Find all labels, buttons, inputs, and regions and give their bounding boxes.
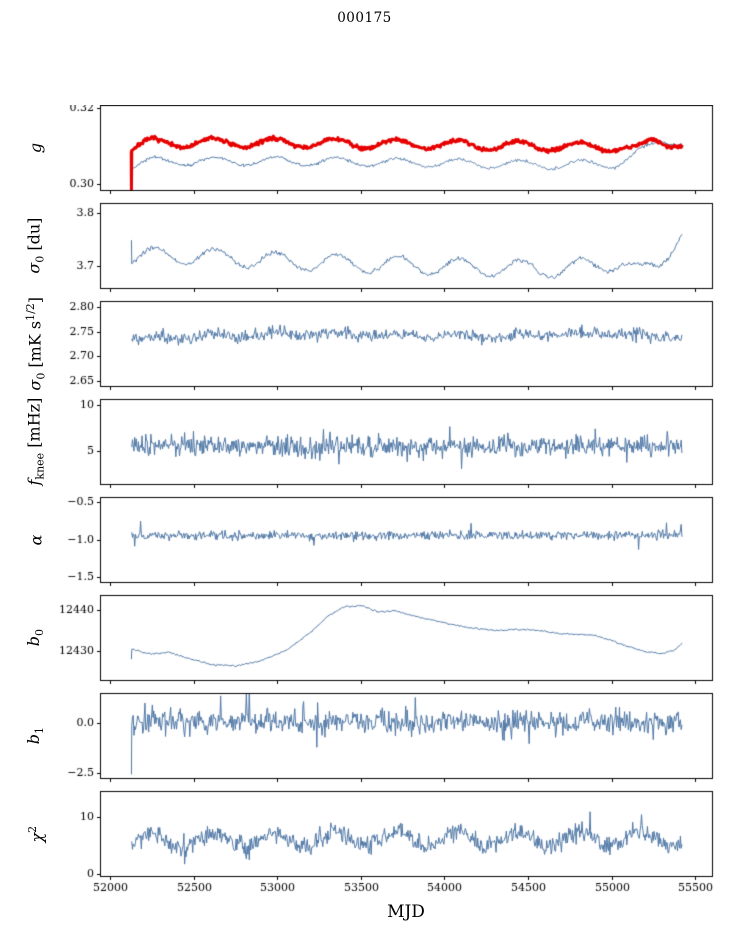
plot-area: g σ0 [du] σ0 [mK s1/2] fknee [mHz] α b0 b1 χ2 [0, 105, 729, 905]
x-axis-label: MJD [387, 902, 425, 922]
figure-title: 000175 [337, 10, 392, 26]
plot-canvas [0, 105, 729, 905]
